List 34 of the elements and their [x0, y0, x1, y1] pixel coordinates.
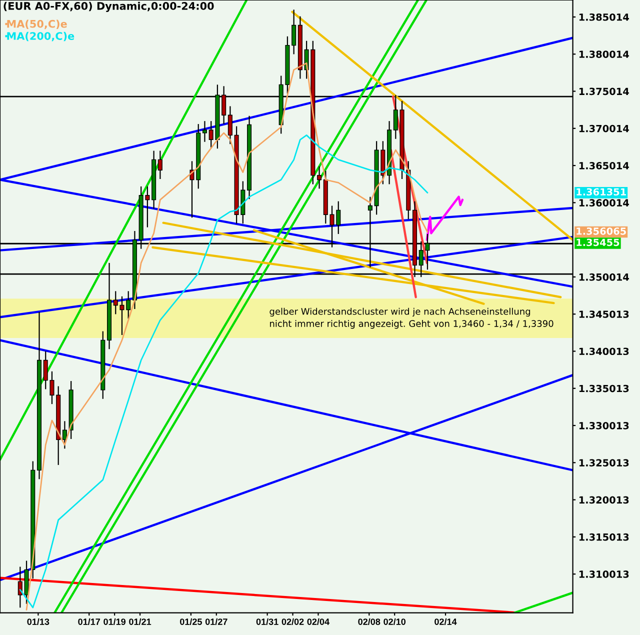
annotation: gelber Widerstandscluster wird je nach Achseneinstellung nicht immer richtig angezeigt. Geht von 1,3460 - 1,34 / 1,3390 [270, 308, 554, 329]
y-tick-label: 1.315013 [579, 533, 629, 541]
x-tick-label: 02/02 [282, 618, 304, 626]
text: 1.35455 [576, 238, 620, 246]
x-tick-label: 01/25 [180, 618, 202, 626]
y-tick-label: 1.360014 [579, 199, 629, 206]
y-tick-label: 1.345013 [579, 310, 629, 318]
y-tick-label: 1.335013 [579, 384, 629, 392]
text: 1.361351 [576, 188, 626, 196]
text: 1.356065 [576, 227, 626, 235]
x-tick-label: 01/31 [256, 618, 278, 626]
x-tick-label: 02/14 [434, 618, 457, 626]
x-tick-label: 02/04 [307, 618, 330, 626]
y-tick-label: 1.380014 [579, 50, 629, 58]
y-tick-label: 1.350014 [579, 273, 629, 281]
chart-title: (EUR A0-FX,60) Dynamic,0:00-24:00 [4, 2, 214, 12]
y-tick-label: 1.340013 [579, 348, 629, 356]
x-tick-label: 01/17 [78, 618, 100, 626]
x-tick-label: 01/21 [129, 618, 152, 626]
x-tick-label: 01/19 [104, 618, 126, 626]
legend-label: MA(50,C)e [7, 20, 67, 30]
x-tick-label: 02/08 [358, 618, 380, 626]
x-tick-label: 01/27 [205, 618, 228, 626]
y-tick-label: 1.375014 [579, 88, 629, 96]
x-tick-label: 01/13 [27, 618, 50, 626]
y-tick-label: 1.325013 [579, 459, 629, 466]
x-tick-label: 02/10 [384, 618, 406, 626]
y-tick-label: 1.310013 [579, 570, 629, 578]
y-tick-label: 1.370014 [579, 124, 629, 132]
legend-label: MA(200,C)e [7, 32, 74, 42]
y-tick-label: 1.330013 [579, 422, 629, 430]
y-tick-label: 1.385014 [579, 13, 629, 21]
y-tick-label: 1.365014 [579, 162, 629, 170]
y-tick-label: 1.320013 [579, 496, 629, 504]
